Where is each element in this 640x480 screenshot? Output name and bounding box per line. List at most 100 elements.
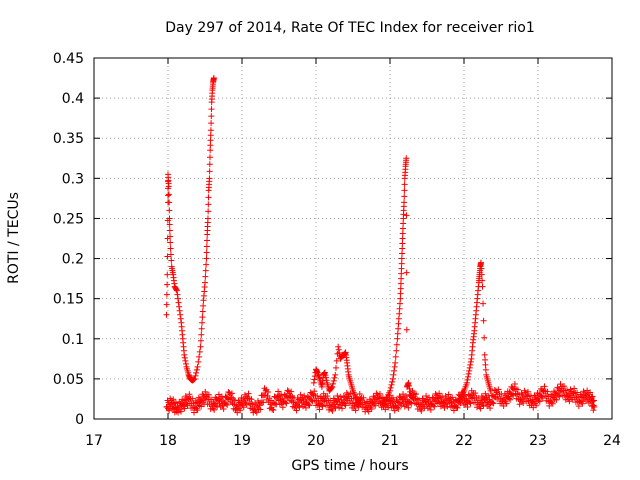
point-peak-21h <box>397 295 404 302</box>
point-peak-21h <box>403 212 410 219</box>
point-peak-20h <box>329 383 336 390</box>
point-peak-18h <box>205 208 212 215</box>
point-baseline <box>418 407 425 414</box>
point-baseline <box>316 406 323 413</box>
point-baseline <box>524 388 531 395</box>
point-peak-20h <box>335 346 342 353</box>
point-peak-21h <box>409 394 416 401</box>
point-peak-18h <box>173 287 180 294</box>
point-baseline <box>288 388 295 395</box>
point-baseline <box>489 399 496 406</box>
point-peak-21h <box>396 310 403 317</box>
point-peak-18h <box>198 325 205 332</box>
point-peak-18h <box>164 253 171 260</box>
point-baseline <box>391 407 398 414</box>
point-baseline <box>166 407 173 414</box>
point-baseline <box>575 403 582 410</box>
point-peak-18h <box>176 307 183 314</box>
point-peak-21h <box>394 330 401 337</box>
point-baseline <box>538 393 545 400</box>
point-peak-18h <box>165 191 172 198</box>
chart-title: Day 297 of 2014, Rate Of TEC Index for r… <box>165 20 535 36</box>
point-peak-18h <box>175 299 182 306</box>
point-peak-21h <box>398 275 405 282</box>
point-peak-21h <box>394 335 401 342</box>
point-peak-18h <box>204 237 211 244</box>
point-peak-21h <box>392 359 399 366</box>
point-baseline <box>376 390 383 397</box>
point-baseline <box>329 407 336 414</box>
point-peak-18h <box>206 161 213 168</box>
point-baseline <box>342 402 349 409</box>
point-peak-21h <box>410 395 417 402</box>
data-points <box>163 75 598 416</box>
point-peak-18h <box>208 113 215 120</box>
point-baseline <box>520 399 527 406</box>
point-baseline <box>191 409 198 416</box>
point-baseline <box>430 402 437 409</box>
point-baseline <box>283 400 290 407</box>
x-tick-label: 24 <box>603 433 621 449</box>
point-baseline <box>305 401 312 408</box>
point-baseline <box>368 406 375 413</box>
point-baseline <box>248 396 255 403</box>
point-baseline <box>334 392 341 399</box>
point-baseline <box>372 402 379 409</box>
point-peak-21h <box>403 155 410 162</box>
point-baseline <box>394 404 401 411</box>
point-peak-22h <box>482 361 489 368</box>
x-tick-label: 19 <box>233 433 251 449</box>
point-peak-18h <box>206 175 213 182</box>
point-peak-22h <box>466 364 473 371</box>
point-peak-18h <box>206 154 213 161</box>
point-baseline <box>561 383 568 390</box>
point-baseline <box>553 396 560 403</box>
point-peak-18h <box>203 255 210 262</box>
point-peak-22h <box>478 265 485 272</box>
point-baseline <box>490 400 497 407</box>
point-peak-18h <box>165 192 171 199</box>
point-baseline <box>397 400 404 407</box>
point-peak-21h <box>395 315 402 322</box>
point-peak-20h <box>336 349 343 356</box>
y-tick-label: 0.2 <box>62 252 84 268</box>
point-peak-22h <box>478 271 485 278</box>
point-peak-22h <box>482 366 489 373</box>
point-peak-22h <box>467 361 474 368</box>
plot-frame <box>93 57 613 420</box>
point-peak-21h <box>406 382 413 389</box>
point-baseline <box>352 407 359 414</box>
x-tick-label: 23 <box>529 433 547 449</box>
point-peak-21h <box>398 255 405 262</box>
point-peak-18h <box>196 353 203 360</box>
point-baseline <box>257 406 264 413</box>
point-peak-18h <box>191 375 198 382</box>
point-peak-20h <box>333 357 340 364</box>
point-peak-18h <box>164 281 171 288</box>
point-peak-20h <box>330 377 337 384</box>
point-baseline <box>269 406 276 413</box>
point-peak-18h <box>199 308 206 315</box>
point-baseline <box>495 386 502 393</box>
point-baseline <box>306 402 313 409</box>
point-baseline <box>265 389 272 396</box>
point-peak-18h <box>163 301 170 308</box>
point-peak-18h <box>174 295 181 302</box>
point-peak-18h <box>195 358 202 365</box>
point-peak-21h <box>398 265 405 272</box>
point-baseline <box>467 400 474 407</box>
point-baseline <box>487 405 494 412</box>
point-peak-18h <box>204 215 211 222</box>
point-baseline <box>472 390 479 397</box>
point-peak-20h <box>356 400 363 407</box>
point-baseline <box>507 396 514 403</box>
point-peak-18h <box>176 303 183 310</box>
point-peak-21h <box>401 193 408 200</box>
point-peak-21h <box>389 375 396 382</box>
point-peak-18h <box>163 311 170 318</box>
point-peak-21h <box>406 385 413 392</box>
point-peak-18h <box>163 291 170 298</box>
point-peak-21h <box>395 320 402 327</box>
point-peak-18h <box>192 372 199 379</box>
